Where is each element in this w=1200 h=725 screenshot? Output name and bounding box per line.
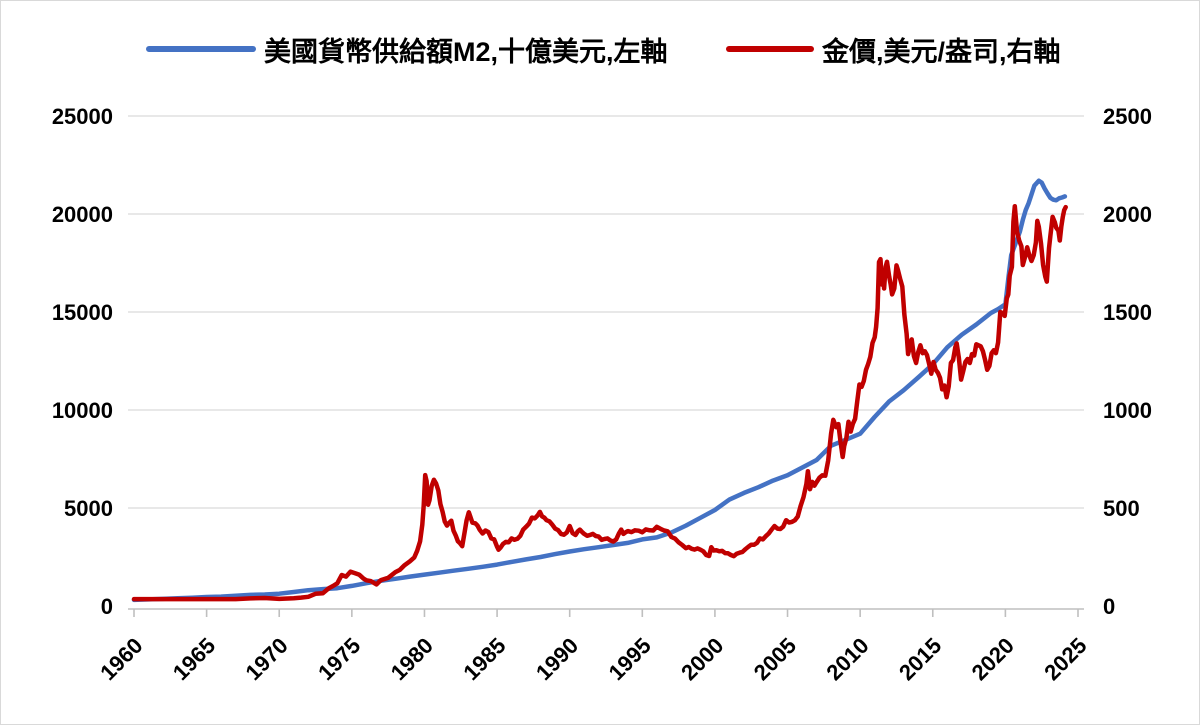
gold-line-swatch [726, 46, 814, 52]
x-tick-label: 2010 [821, 633, 873, 685]
x-tick-label: 1990 [531, 633, 583, 685]
right-axis-tick-label: 1500 [1103, 300, 1152, 325]
left-axis-tick-label: 20000 [52, 202, 113, 227]
left-axis-tick-label: 0 [101, 594, 113, 619]
right-axis-tick-label: 500 [1103, 496, 1140, 521]
legend-item-m2: 美國貨幣供給額M2,十億美元,左軸 [146, 29, 668, 69]
legend: 美國貨幣供給額M2,十億美元,左軸 金價,美元/盎司,右軸 [1, 1, 1199, 81]
left-axis-tick-label: 15000 [52, 300, 113, 325]
left-axis-tick-label: 5000 [64, 496, 113, 521]
x-tick-label: 1995 [604, 633, 656, 685]
x-tick-label: 2005 [749, 633, 801, 685]
gold-line-series [131, 203, 1068, 602]
gold-legend-label: 金價,美元/盎司,右軸 [822, 36, 1061, 67]
right-axis-tick-label: 1000 [1103, 398, 1152, 423]
x-tick-label: 2020 [967, 633, 1019, 685]
left-axis-tick-label: 10000 [52, 398, 113, 423]
x-tick-label: 2000 [676, 633, 728, 685]
right-axis-tick-label: 0 [1103, 594, 1115, 619]
x-tick-label: 1965 [168, 633, 220, 685]
x-tick-label: 2015 [894, 633, 946, 685]
right-axis-tick-label: 2500 [1103, 104, 1152, 129]
m2-line-swatch [146, 46, 256, 52]
x-tick-label: 1985 [458, 633, 510, 685]
right-axis-tick-label: 2000 [1103, 202, 1152, 227]
x-tick-label: 1980 [386, 633, 438, 685]
m2-legend-label: 美國貨幣供給額M2,十億美元,左軸 [264, 36, 668, 67]
x-tick-label: 2025 [1039, 633, 1091, 685]
legend-item-gold: 金價,美元/盎司,右軸 [726, 29, 1061, 69]
left-axis-tick-label: 25000 [52, 104, 113, 129]
x-tick-label: 1975 [313, 633, 365, 685]
x-tick-label: 1960 [95, 633, 147, 685]
x-tick-label: 1970 [240, 633, 292, 685]
